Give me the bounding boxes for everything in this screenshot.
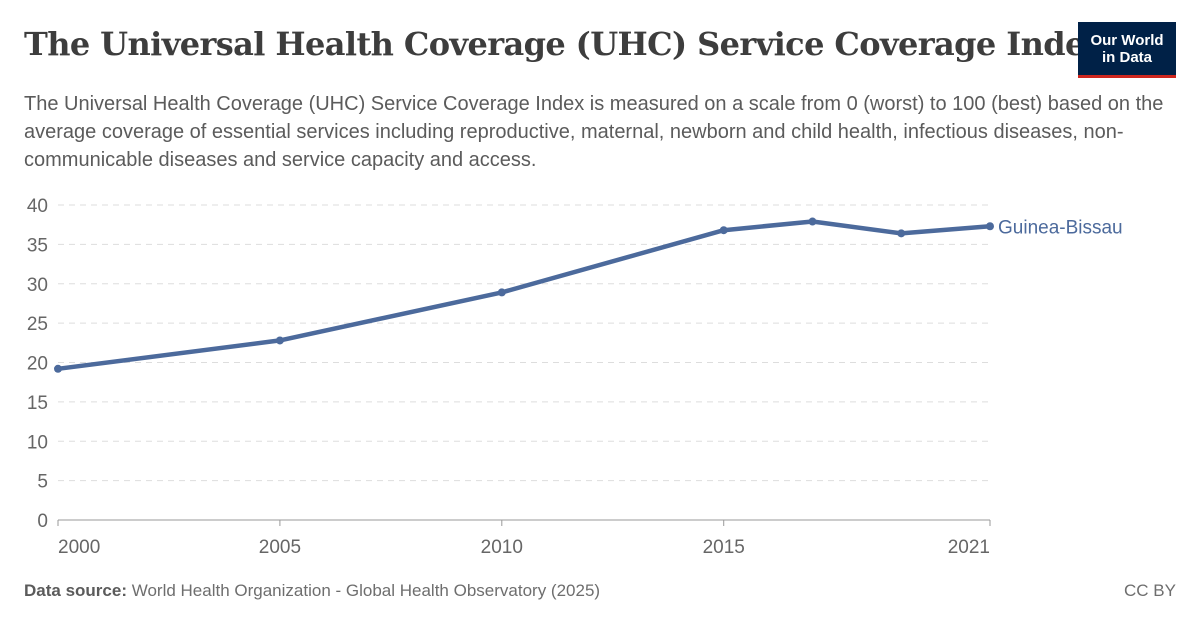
y-tick-label: 25 (27, 314, 48, 335)
y-tick-label: 30 (27, 275, 48, 296)
data-point[interactable] (986, 222, 994, 231)
series-label[interactable]: Guinea-Bissau (998, 217, 1123, 238)
x-axis: 2000 2005 2010 2015 2021 (57, 519, 991, 558)
data-point[interactable] (275, 336, 284, 345)
y-tick-label: 15 (27, 393, 48, 414)
y-tick-label: 5 (37, 472, 48, 493)
data-point[interactable] (897, 229, 906, 238)
y-tick-label: 40 (27, 196, 48, 217)
data-source-label: Data source: (24, 581, 127, 600)
y-axis-ticks: 0 5 10 15 20 25 30 35 40 (27, 196, 48, 532)
y-tick-label: 10 (27, 432, 48, 453)
chart-title: The Universal Health Coverage (UHC) Serv… (24, 25, 1104, 63)
license-link[interactable]: CC BY (1124, 581, 1176, 600)
owid-logo[interactable]: Our World in Data (1078, 22, 1176, 78)
grid-lines (58, 204, 990, 482)
x-tick-label: 2000 (58, 537, 100, 558)
data-point[interactable] (808, 217, 817, 226)
data-source: Data source: World Health Organization -… (24, 580, 600, 602)
x-tick-label: 2015 (703, 537, 745, 558)
data-point[interactable] (54, 364, 62, 373)
data-source-link[interactable]: World Health Organization - Global Healt… (131, 581, 601, 600)
x-tick-label: 2005 (259, 537, 301, 558)
chart-subtitle: The Universal Health Coverage (UHC) Serv… (24, 93, 1164, 171)
data-point[interactable] (497, 288, 506, 297)
y-tick-label: 0 (37, 511, 48, 532)
series-layer: Guinea-Bissau (54, 217, 1123, 373)
y-tick-label: 35 (27, 235, 48, 256)
x-tick-label: 2010 (481, 537, 523, 558)
logo-line-2: in Data (1101, 48, 1152, 66)
x-tick-label: 2021 (948, 537, 990, 558)
logo-line-1: Our World (1090, 31, 1164, 49)
data-point[interactable] (719, 226, 728, 235)
y-tick-label: 20 (27, 354, 48, 375)
series-line[interactable] (55, 219, 993, 372)
